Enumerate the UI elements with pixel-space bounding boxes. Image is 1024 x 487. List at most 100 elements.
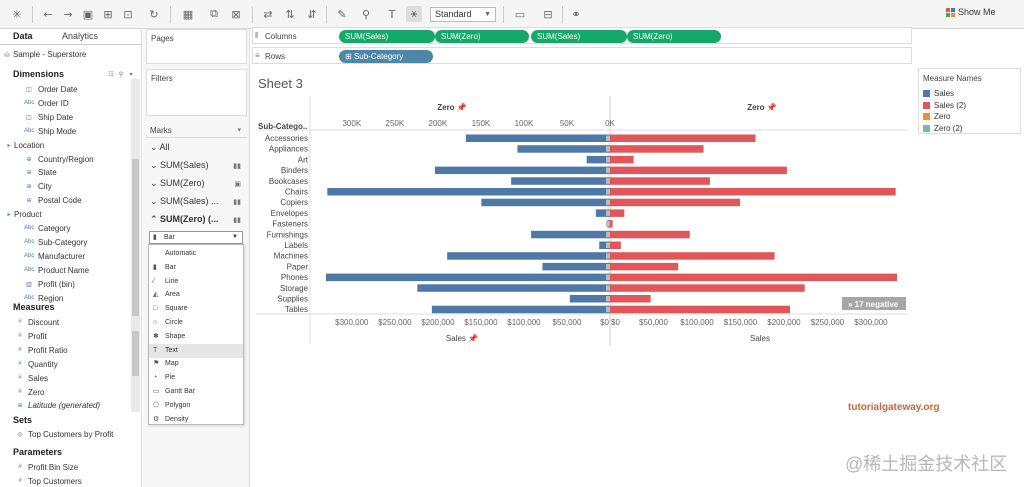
measure-field[interactable]: Profit (28, 331, 47, 341)
mark-type-option[interactable]: T Text (149, 343, 243, 358)
mark-type-option[interactable]: ⬠ Polygon (149, 399, 243, 413)
dimension-field[interactable]: State (38, 168, 57, 178)
tab-analytics[interactable]: Analytics (62, 31, 99, 41)
mark-type-option[interactable]: ✱ Shape (149, 330, 243, 344)
mark-type-option[interactable]: ▭ Gantt Bar (149, 385, 243, 399)
fix-axes-icon[interactable]: ⚹ (406, 6, 422, 22)
filters-shelf[interactable]: Filters (146, 69, 247, 116)
sort-ascending-icon[interactable]: ⇅ (285, 7, 295, 21)
category-label: Appliances (269, 145, 308, 154)
scrollbar-thumb[interactable] (132, 331, 139, 376)
new-worksheet-icon[interactable]: ▦ (182, 7, 194, 21)
dimension-field[interactable]: Product Name (38, 265, 90, 275)
dimension-folder[interactable]: Location (14, 140, 45, 150)
category-label: Fasteners (272, 220, 308, 229)
show-labels-icon[interactable]: T (388, 7, 396, 21)
top-tick-label: 0K (605, 119, 615, 128)
mark-type-dropdown: Automatic ▮ Bar ∕ Line ◭ Area □ Square ○ Circle ✱ Sh… (148, 244, 244, 425)
mark-type-option[interactable]: ⚙ Density (149, 413, 243, 427)
set-item[interactable]: Top Customers by Profit (28, 430, 114, 439)
measure-field[interactable]: Zero (28, 387, 45, 397)
measure-field[interactable]: Profit Ratio (28, 345, 68, 355)
dimension-field[interactable]: Order ID (38, 98, 69, 108)
dimension-field[interactable]: Sub-Category (38, 237, 88, 247)
mark-type-option[interactable]: ◔ Pie (149, 371, 243, 385)
mark-type-label: Gantt Bar (165, 388, 195, 395)
search-icon[interactable]: ⚲ (118, 72, 124, 78)
parameter-item[interactable]: Profit Bin Size (28, 463, 79, 472)
new-datasource-icon[interactable]: ⊞ (103, 7, 113, 21)
show-me-button[interactable]: Show Me (958, 7, 996, 17)
share-icon[interactable]: ⚭ (571, 7, 581, 21)
forward-icon[interactable]: → (63, 7, 73, 21)
dimension-field[interactable]: Order Date (38, 85, 78, 94)
columns-shelf[interactable]: ⦀ Columns SUM(Sales) SUM(Zero) SUM(Sales… (252, 27, 912, 44)
group-icon[interactable]: ⚲ (361, 7, 371, 21)
datasource-menu-icon[interactable]: ⊡ (123, 7, 133, 21)
dimension-field[interactable]: Region (38, 293, 64, 303)
measures-scrollbar[interactable] (131, 316, 140, 412)
tableau-logo-icon[interactable]: ✳ (12, 7, 22, 21)
dimension-field[interactable]: Profit (bin) (38, 279, 75, 289)
dimension-field[interactable]: Ship Date (38, 112, 74, 122)
mark-type-label: Square (165, 305, 188, 313)
save-icon[interactable]: ▣ (82, 7, 94, 21)
dimension-field[interactable]: Postal Code (38, 196, 82, 206)
dimension-field[interactable]: City (38, 182, 52, 192)
marks-all[interactable]: ⌄ All (150, 142, 170, 153)
measure-field[interactable]: Discount (28, 318, 60, 327)
presentation-icon[interactable]: ⊟ (543, 7, 553, 21)
column-pill[interactable]: SUM(Sales) (531, 30, 627, 43)
show-cards-icon[interactable]: ▭ (514, 7, 526, 21)
row-pill[interactable]: ⊞ Sub-Category (339, 50, 433, 63)
pages-shelf[interactable]: Pages (146, 29, 247, 64)
mark-type-option[interactable]: ○ Circle (149, 316, 243, 330)
mark-type-select[interactable]: ▮ Bar ▼ (149, 231, 243, 244)
dimension-folder[interactable]: Product (14, 210, 42, 220)
show-me-icon[interactable] (946, 8, 956, 18)
mark-type-option[interactable]: Automatic (149, 247, 243, 261)
datasource-name[interactable]: Sample - Superstore (13, 50, 87, 59)
scrollbar-thumb[interactable] (132, 159, 139, 319)
mark-type-option[interactable]: ◭ Area (149, 288, 243, 302)
parameter-item[interactable]: Top Customers (28, 477, 82, 486)
fit-select[interactable]: Standard ▼ (430, 7, 496, 22)
dimension-field[interactable]: Ship Mode (38, 126, 77, 136)
column-pill[interactable]: SUM(Sales) (339, 30, 435, 43)
category-label: Phones (281, 273, 308, 282)
negative-values-badge[interactable] (842, 297, 906, 310)
bar-chart-icon: ▮▮ (233, 217, 241, 224)
marks-card-sum-sales-2[interactable]: ⌄ SUM(Sales) ... (150, 196, 219, 207)
marks-card-sum-zero[interactable]: ⌄ SUM(Zero) (150, 178, 205, 189)
column-pill[interactable]: SUM(Zero) (435, 30, 529, 43)
measure-field[interactable]: Quantity (28, 359, 58, 369)
mark-type-option[interactable]: ▮ Bar (149, 261, 243, 275)
dimension-field[interactable]: Country/Region (38, 154, 94, 164)
dimension-field[interactable]: Manufacturer (38, 251, 86, 261)
dimension-field[interactable]: Category (38, 224, 71, 233)
dimensions-scrollbar[interactable] (131, 79, 140, 331)
mark-type-option[interactable]: ⚑ Map (149, 357, 243, 371)
chevron-down-icon[interactable]: ▾ (237, 127, 241, 134)
measure-field[interactable]: Sales (28, 373, 49, 383)
duplicate-sheet-icon[interactable]: ⧉ (210, 7, 218, 20)
swap-icon[interactable]: ⇄ (263, 7, 273, 21)
negative-values-label[interactable]: » 17 negative (848, 300, 899, 309)
view-list-icon[interactable]: ☷ (108, 72, 114, 78)
column-pill[interactable]: SUM(Zero) (627, 30, 721, 43)
sort-descending-icon[interactable]: ⇵ (307, 7, 317, 21)
mark-type-option[interactable]: □ Square (149, 302, 243, 316)
clear-sheet-icon[interactable]: ⊠ (231, 7, 241, 21)
marks-card-sum-zero-2[interactable]: ⌃ SUM(Zero) (... (150, 214, 219, 225)
refresh-icon[interactable]: ↻ (149, 7, 159, 21)
marks-card-sum-sales[interactable]: ⌄ SUM(Sales) (150, 160, 209, 171)
sales-2-bar (610, 166, 787, 175)
mark-type-option[interactable]: ∕ Line (149, 275, 243, 289)
back-icon[interactable]: ← (43, 7, 53, 21)
highlight-icon[interactable]: ✎ (337, 7, 347, 21)
measure-field[interactable]: Latitude (generated) (28, 401, 101, 411)
rows-shelf[interactable]: ≡ Rows ⊞ Sub-Category (252, 47, 912, 64)
tab-data[interactable]: Data (13, 31, 33, 41)
chevron-down-icon[interactable]: ▾ (129, 72, 133, 78)
right-panel-header: Zero 📌 (747, 102, 777, 112)
